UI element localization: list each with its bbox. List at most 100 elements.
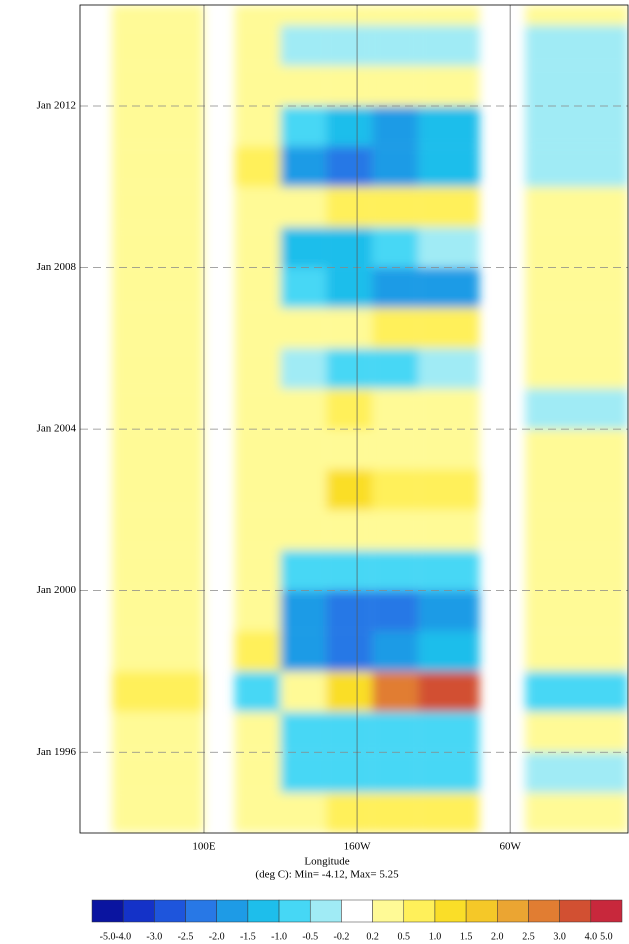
heat-cell (112, 348, 204, 389)
heat-cell (234, 5, 281, 26)
heat-cell (234, 631, 281, 672)
heat-cell (280, 469, 327, 510)
heat-cell (326, 307, 373, 349)
axes: Jan 1996 Jan 2000 Jan 2004 Jan 2008 Jan 2012… (37, 5, 628, 853)
heat-cell (280, 65, 327, 106)
colorbar-swatch (372, 899, 405, 923)
colorbar-label: -5.0 (100, 931, 116, 942)
colorbar-swatch (216, 899, 249, 923)
heat-cell (112, 469, 204, 510)
heat-cell (280, 307, 327, 349)
heat-cell (326, 267, 373, 308)
colorbar-label: 3.0 (553, 931, 566, 942)
heat-cell (234, 186, 281, 228)
heat-cell (525, 631, 628, 672)
colorbar-swatch (559, 899, 592, 923)
heat-cell (418, 509, 480, 551)
heat-cell (326, 509, 373, 551)
heat-cell (326, 227, 373, 268)
heat-cell (234, 307, 281, 349)
x-tick-label: 100E (192, 841, 216, 853)
heat-cell (372, 631, 419, 672)
heat-cell (234, 25, 281, 66)
heat-cell (112, 388, 204, 430)
heat-cell (112, 267, 204, 308)
y-tick-label: Jan 2000 (37, 584, 77, 596)
heat-cell (326, 671, 373, 712)
colorbar-label: -1.5 (240, 931, 256, 942)
colorbar-label: 1.0 (429, 931, 442, 942)
heat-cell (372, 752, 419, 793)
heat-cell (112, 307, 204, 349)
heat-cell (418, 348, 480, 389)
heat-cell (525, 752, 628, 793)
colorbar-swatch (185, 899, 217, 923)
heat-cell (234, 469, 281, 510)
colorbar-label: -3.0 (146, 931, 162, 942)
heat-cell (280, 186, 327, 228)
heat-cell (280, 267, 327, 308)
heat-cell (418, 671, 480, 712)
heat-cell (418, 65, 480, 106)
heat-cell (326, 631, 373, 672)
heat-cell (112, 227, 204, 268)
heat-cell (525, 509, 628, 551)
colorbar-swatch (309, 899, 342, 923)
heat-cell (234, 550, 281, 591)
colorbar-label: 5.0 (600, 931, 613, 942)
heat-cell (112, 631, 204, 672)
heat-cell (326, 105, 373, 147)
heat-cell (525, 105, 628, 147)
heat-cell (418, 146, 480, 187)
heat-cell (418, 631, 480, 672)
colorbar-swatch (403, 899, 436, 923)
heat-cell (234, 671, 281, 712)
heat-cell (372, 307, 419, 349)
heat-cell (525, 227, 628, 268)
colorbar-label: -2.5 (178, 931, 194, 942)
heat-cell (418, 590, 480, 632)
heat-cell (280, 227, 327, 268)
heat-cell (372, 5, 419, 26)
heat-cell (326, 65, 373, 106)
y-tick-label: Jan 2012 (37, 100, 76, 112)
heat-cell (234, 146, 281, 187)
heat-cell (525, 671, 628, 712)
colorbar-label: 0.5 (398, 931, 411, 942)
heat-cell (112, 711, 204, 753)
heat-cell (280, 5, 327, 26)
heat-cell (525, 65, 628, 106)
heat-cell (525, 186, 628, 228)
heat-cell (525, 146, 628, 187)
heat-cell (372, 671, 419, 712)
heat-cell (326, 469, 373, 510)
heat-cell (326, 711, 373, 753)
colorbar-swatch (91, 899, 124, 923)
colorbar-swatch (528, 899, 560, 923)
heat-cell (418, 550, 480, 591)
x-tick-label: 60W (499, 841, 521, 853)
heat-cell (326, 429, 373, 470)
heat-cell (418, 752, 480, 793)
heat-cell (372, 792, 419, 833)
colorbar-label: -0.5 (302, 931, 318, 942)
heat-cell (280, 631, 327, 672)
heat-cell (112, 186, 204, 228)
heat-cell (280, 105, 327, 147)
heat-cell (280, 388, 327, 430)
colorbar-label: 0.2 (366, 931, 379, 942)
heat-cell (112, 146, 204, 187)
heat-cell (326, 752, 373, 793)
colorbar-swatch (465, 899, 498, 923)
colorbar-swatch (434, 899, 467, 923)
heat-cell (234, 792, 281, 833)
heat-cell (326, 388, 373, 430)
heat-cell (372, 590, 419, 632)
colorbar-label: -2.0 (209, 931, 225, 942)
heat-cell (112, 590, 204, 632)
heat-cell (234, 429, 281, 470)
heat-cell (372, 550, 419, 591)
heat-cell (525, 307, 628, 349)
